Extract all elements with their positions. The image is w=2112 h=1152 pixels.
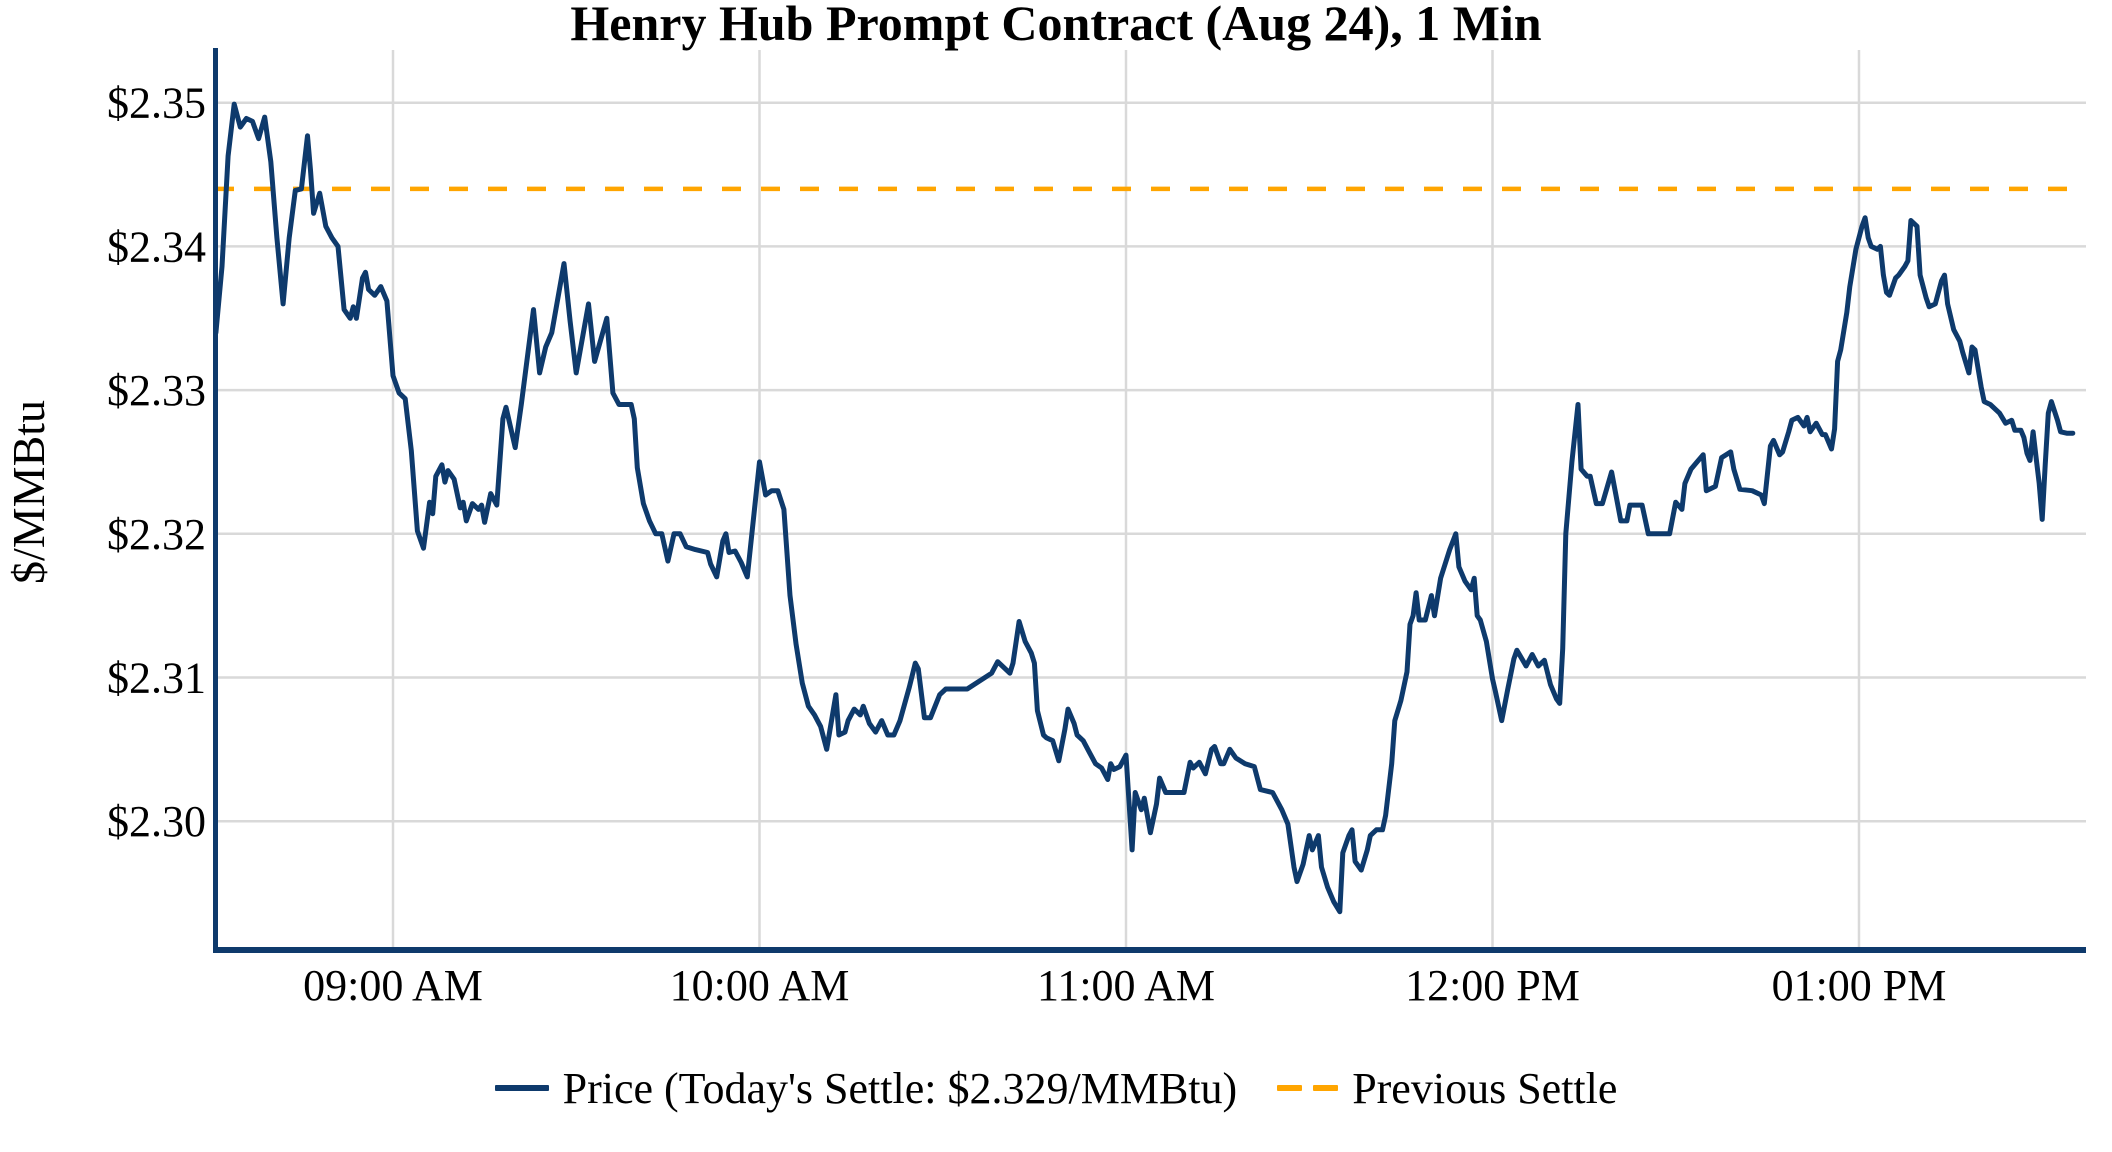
axis-tick-labels: 09:00 AM 10:00 AM 11:00 AM 12:00 PM 01:00 PM… [107, 79, 1946, 1010]
legend: Price (Today's Settle: $2.329/MMBtu) Pre… [0, 1056, 2112, 1120]
chart-title: Henry Hub Prompt Contract (Aug 24), 1 Mi… [570, 0, 1541, 51]
y-tick-label: $2.35 [107, 79, 206, 128]
y-tick-label: $2.32 [107, 510, 206, 559]
price-line-swatch [494, 1085, 549, 1091]
y-tick-label: $2.30 [107, 797, 206, 846]
legend-previous-settle-label: Previous Settle [1352, 1063, 1618, 1113]
x-tick-label: 11:00 AM [1037, 961, 1215, 1010]
previous-settle-dash [1277, 1085, 1303, 1091]
x-tick-label: 09:00 AM [303, 961, 483, 1010]
legend-price-label: Price (Today's Settle: $2.329/MMBtu) [562, 1063, 1238, 1113]
previous-settle-dash [1313, 1085, 1339, 1091]
x-tick-label: 12:00 PM [1405, 961, 1580, 1010]
y-tick-label: $2.33 [107, 366, 206, 415]
y-axis-spine [213, 48, 218, 953]
gridlines [215, 50, 2086, 948]
price-line [213, 101, 2076, 915]
y-axis-label: $/MMBtu [3, 400, 54, 584]
previous-settle-swatch [1277, 1085, 1339, 1091]
series-layer [213, 101, 2086, 915]
y-tick-label: $2.34 [107, 222, 206, 271]
x-tick-label: 01:00 PM [1772, 961, 1947, 1010]
x-axis-spine [213, 947, 2086, 953]
x-tick-label: 10:00 AM [670, 961, 850, 1010]
y-tick-label: $2.31 [107, 654, 206, 703]
